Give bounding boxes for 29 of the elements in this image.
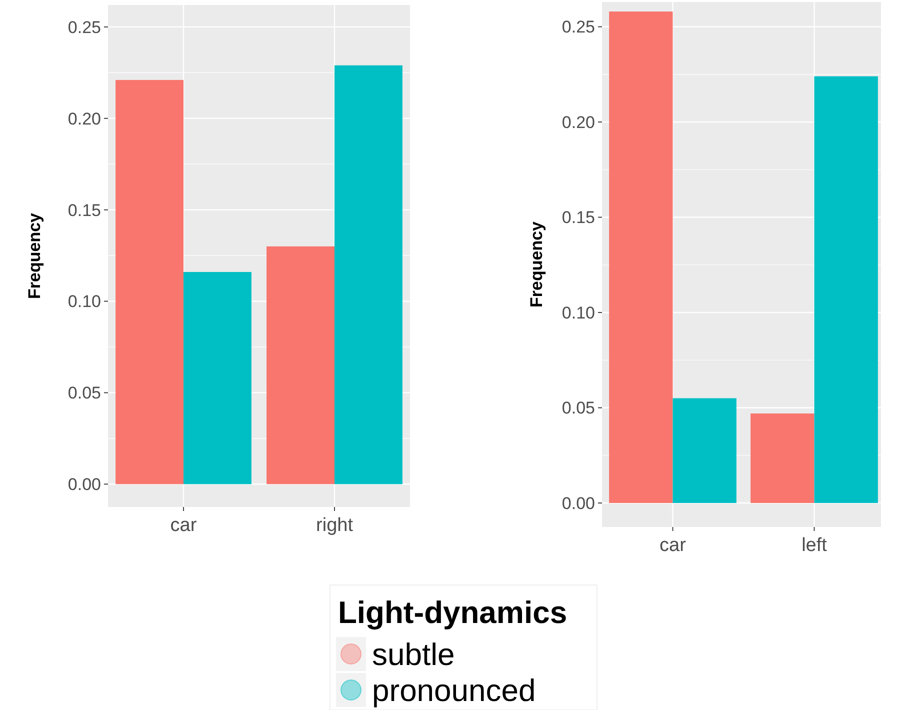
legend-label: pronounced (372, 673, 536, 708)
bar (116, 80, 184, 484)
y-axis-title: Frequency (527, 220, 546, 308)
bar (814, 76, 878, 503)
bar (672, 398, 736, 503)
bar (184, 272, 252, 484)
y-axis-title: Frequency (25, 212, 44, 299)
bar (609, 12, 673, 503)
x-tick-label: car (660, 535, 687, 556)
y-tick-label: 0.25 (68, 18, 101, 37)
y-tick-label: 0.10 (562, 303, 595, 322)
y-tick-label: 0.00 (562, 494, 595, 513)
x-tick-label: right (316, 515, 354, 536)
y-tick-label: 0.20 (68, 109, 101, 128)
y-tick-label: 0.15 (562, 208, 595, 228)
legend-label: subtle (372, 637, 455, 672)
bar (334, 65, 402, 484)
bar (266, 246, 334, 484)
y-tick-label: 0.25 (562, 18, 595, 37)
y-tick-label: 0.10 (68, 292, 101, 312)
legend-title: Light-dynamics (338, 595, 568, 630)
y-tick-label: 0.00 (68, 475, 101, 494)
y-tick-label: 0.05 (68, 384, 101, 403)
y-tick-label: 0.20 (562, 112, 595, 132)
bar (750, 413, 814, 503)
y-tick-label: 0.05 (562, 398, 595, 418)
x-tick-label: car (170, 515, 198, 536)
x-tick-label: left (802, 535, 828, 556)
y-tick-label: 0.15 (68, 200, 101, 220)
